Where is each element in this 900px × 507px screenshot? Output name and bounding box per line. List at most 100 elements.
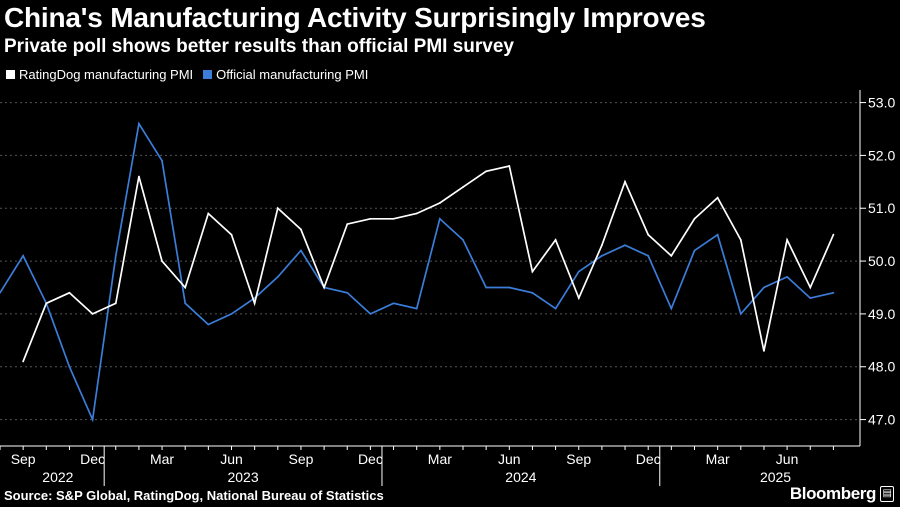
data-point: [114, 254, 117, 257]
data-point: [809, 297, 812, 299]
chart-subtitle: Private poll shows better results than o…: [4, 36, 514, 57]
bloomberg-terminal-icon: ▤: [880, 486, 894, 502]
data-point: [601, 244, 603, 247]
x-tick-label: Jun: [220, 451, 243, 467]
data-point: [670, 254, 673, 257]
year-label: 2024: [505, 469, 536, 485]
data-point: [415, 307, 418, 310]
data-point: [0, 291, 1, 294]
data-point: [184, 286, 187, 289]
y-tick-label: 48.0: [868, 359, 895, 375]
data-point: [624, 244, 626, 247]
data-point: [438, 202, 441, 204]
x-tick-label: Sep: [566, 451, 591, 467]
data-point: [369, 313, 372, 315]
data-point: [577, 270, 580, 273]
data-point: [138, 175, 140, 178]
x-tick-label: Sep: [288, 451, 313, 467]
data-point: [763, 349, 765, 352]
data-point: [531, 291, 534, 294]
data-point: [68, 291, 71, 294]
data-point: [739, 239, 742, 241]
y-tick-label: 50.0: [868, 253, 895, 269]
data-point: [809, 286, 812, 289]
year-label: 2025: [760, 469, 791, 485]
legend-label-official: Official manufacturing PMI: [216, 67, 369, 82]
x-tick-label: Sep: [11, 451, 36, 467]
data-point: [91, 418, 94, 421]
x-tick-label: Dec: [358, 451, 383, 467]
year-label: 2023: [227, 469, 258, 485]
x-tick-label: Jun: [776, 451, 799, 467]
data-point: [832, 233, 835, 236]
series-line: [0, 121, 834, 423]
data-point: [91, 313, 94, 315]
x-tick-label: Dec: [80, 451, 105, 467]
data-point: [276, 207, 279, 210]
data-point: [22, 254, 25, 257]
data-point: [693, 217, 696, 220]
data-point: [207, 212, 210, 215]
data-point: [415, 212, 418, 215]
data-point: [300, 249, 302, 252]
data-point: [763, 286, 765, 289]
data-point: [716, 233, 719, 236]
year-label: 2022: [42, 469, 73, 485]
data-point: [68, 365, 71, 368]
data-point: [22, 360, 25, 363]
x-tick-label: Dec: [636, 451, 661, 467]
data-point: [624, 180, 626, 183]
data-point: [739, 313, 742, 315]
data-point: [531, 270, 534, 273]
y-tick-label: 49.0: [868, 306, 895, 322]
data-point: [276, 276, 279, 278]
legend-swatch-official: [203, 70, 213, 79]
data-point: [230, 313, 233, 315]
legend-label-ratingdog: RatingDog manufacturing PMI: [19, 67, 194, 82]
x-tick-label: Mar: [706, 451, 730, 467]
y-tick-label: 53.0: [868, 95, 895, 111]
y-tick-label: 51.0: [868, 200, 895, 216]
data-point: [300, 228, 302, 231]
chart-title: China's Manufacturing Activity Surprisin…: [4, 2, 706, 33]
data-point: [184, 302, 187, 305]
data-point: [138, 122, 140, 125]
legend-item-official: Official manufacturing PMI: [203, 67, 368, 82]
brand-logo: Bloomberg ▤: [790, 484, 894, 504]
x-tick-label: Jun: [498, 451, 521, 467]
data-point: [392, 302, 395, 305]
data-point: [577, 297, 580, 299]
data-point: [462, 239, 464, 241]
data-point: [161, 260, 163, 262]
brand-name: Bloomberg: [789, 484, 877, 503]
data-point: [323, 286, 325, 289]
series-official-manufacturing-pmi: [0, 121, 835, 423]
data-point: [716, 196, 719, 199]
data-point: [647, 254, 650, 257]
data-point: [693, 249, 696, 252]
data-point: [647, 233, 650, 236]
y-tick-label: 47.0: [868, 412, 895, 428]
data-point: [161, 159, 163, 162]
data-point: [369, 217, 372, 220]
data-point: [786, 239, 788, 241]
data-point: [207, 323, 210, 326]
data-point: [45, 302, 48, 305]
data-point: [462, 186, 464, 189]
x-tick-label: Mar: [150, 451, 174, 467]
data-point: [508, 286, 511, 289]
data-point: [485, 170, 488, 173]
series-line: [22, 164, 835, 362]
y-tick-label: 52.0: [868, 147, 895, 163]
data-point: [114, 302, 117, 305]
data-point: [346, 223, 349, 225]
data-point: [601, 254, 603, 257]
data-point: [554, 239, 557, 241]
legend-item-ratingdog: RatingDog manufacturing PMI: [6, 67, 193, 82]
x-tick-label: Mar: [428, 451, 452, 467]
source-note: Source: S&P Global, RatingDog, National …: [4, 488, 384, 503]
data-point: [392, 217, 395, 220]
chart-legend: RatingDog manufacturing PMI Official man…: [6, 67, 368, 82]
data-point: [253, 302, 256, 305]
